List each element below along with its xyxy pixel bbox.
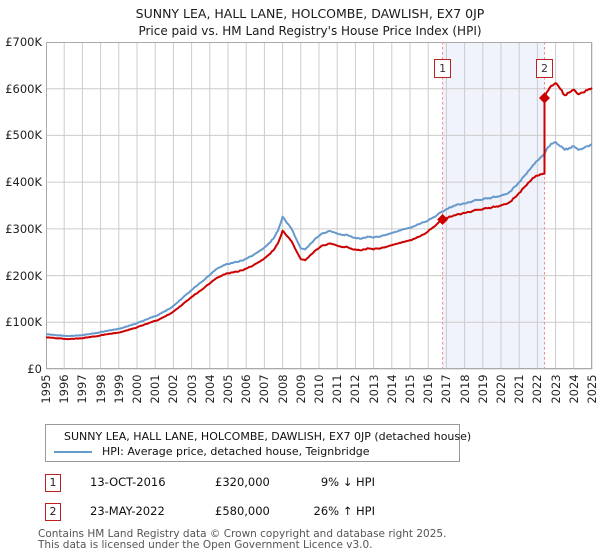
legend-box: SUNNY LEA, HALL LANE, HOLCOMBE, DAWLISH,… xyxy=(45,424,471,462)
legend-label: HPI: Average price, detached house, Teig… xyxy=(102,445,370,458)
x-tick-label: 2009 xyxy=(293,374,308,404)
x-tick-label: 2024 xyxy=(566,374,581,404)
x-tick-label: 2019 xyxy=(475,374,490,404)
sale-hpi-difference: 26% ↑ HPI xyxy=(313,504,375,518)
y-tick-label: £600K xyxy=(5,81,42,96)
x-tick-label: 2006 xyxy=(239,374,254,404)
x-tick-label: 2020 xyxy=(494,374,508,404)
x-tick-label: 2022 xyxy=(530,374,545,404)
x-tick-label: 2025 xyxy=(585,374,599,404)
sale-number-badge: 2 xyxy=(45,503,61,521)
legend-line-swatch xyxy=(54,450,92,453)
y-tick-label: £100K xyxy=(5,315,42,330)
footer-copyright: Contains HM Land Registry data © Crown c… xyxy=(38,528,447,540)
x-tick-label: 2023 xyxy=(548,374,563,404)
x-tick-label: 2016 xyxy=(421,374,436,404)
legend-label: SUNNY LEA, HALL LANE, HOLCOMBE, DAWLISH,… xyxy=(64,430,472,443)
y-tick-label: £300K xyxy=(5,221,42,236)
legend-row: HPI: Average price, detached house, Teig… xyxy=(54,444,459,459)
sale-annotation-row: 2 23-MAY-2022 £580,000 26% ↑ HPI xyxy=(45,503,565,521)
y-tick-label: £400K xyxy=(5,175,42,190)
sale-flag-1: 1 xyxy=(434,59,452,78)
x-tick-label: 2001 xyxy=(148,374,163,404)
x-tick-label: 1997 xyxy=(75,374,90,404)
x-tick-label: 2004 xyxy=(202,374,217,404)
price-history-plot xyxy=(46,42,593,370)
sale-number-badge: 1 xyxy=(45,474,61,492)
x-tick-label: 2017 xyxy=(439,374,454,404)
x-tick-label: 2015 xyxy=(403,374,417,404)
plot-border xyxy=(46,42,592,369)
x-tick-label: 2007 xyxy=(257,374,272,404)
sale-hpi-difference: 9% ↓ HPI xyxy=(320,475,375,489)
legend-row: SUNNY LEA, HALL LANE, HOLCOMBE, DAWLISH,… xyxy=(54,429,471,444)
sale-flag-2: 2 xyxy=(535,59,553,78)
x-tick-label: 1998 xyxy=(93,374,108,404)
hpi-line xyxy=(46,141,593,338)
property-price-line xyxy=(46,82,593,341)
x-tick-label: 2002 xyxy=(166,374,181,404)
sale-marker-diamond xyxy=(538,92,550,104)
chart-title: SUNNY LEA, HALL LANE, HOLCOMBE, DAWLISH,… xyxy=(135,6,485,21)
x-tick-label: 2014 xyxy=(384,374,399,404)
sale-date: 13-OCT-2016 xyxy=(90,475,166,489)
x-tick-label: 2012 xyxy=(348,374,363,404)
x-tick-label: 2008 xyxy=(275,374,290,404)
x-tick-label: 2005 xyxy=(221,374,235,404)
sale-price: £580,000 xyxy=(215,504,270,518)
chart-subtitle: Price paid vs. HM Land Registry's House … xyxy=(138,24,482,38)
x-tick-label: 2011 xyxy=(330,374,345,404)
sale-date: 23-MAY-2022 xyxy=(90,504,165,518)
y-tick-label: £200K xyxy=(5,268,42,283)
x-tick-label: 2013 xyxy=(366,374,381,404)
sale-price: £320,000 xyxy=(215,475,270,489)
y-tick-label: £500K xyxy=(5,128,42,143)
x-tick-label: 2000 xyxy=(130,374,144,404)
footer-licence: This data is licensed under the Open Gov… xyxy=(38,539,373,551)
y-tick-label: £700K xyxy=(5,35,42,49)
x-tick-label: 1996 xyxy=(57,374,72,404)
sale-annotation-row: 1 13-OCT-2016 £320,000 9% ↓ HPI xyxy=(45,474,565,492)
x-tick-label: 2018 xyxy=(457,374,472,404)
x-tick-label: 2021 xyxy=(512,374,527,404)
sale-marker-diamond xyxy=(437,214,449,226)
x-tick-label: 1995 xyxy=(39,374,53,404)
x-tick-label: 2010 xyxy=(312,374,326,404)
y-tick-label: £0 xyxy=(27,362,42,376)
x-tick-label: 2003 xyxy=(184,374,199,404)
x-tick-label: 1999 xyxy=(111,374,126,404)
